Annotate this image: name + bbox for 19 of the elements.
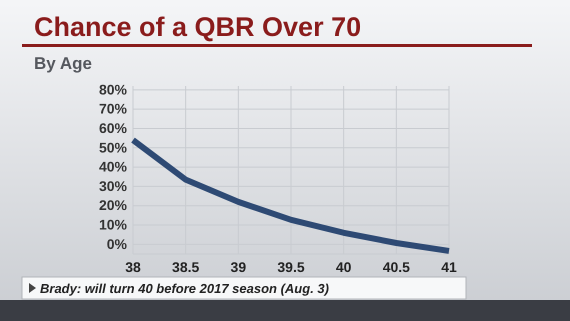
y-tick-label: 80%: [98, 81, 128, 98]
x-tick-label: 39.5: [277, 258, 305, 275]
y-tick-label: 70%: [98, 100, 128, 117]
y-tick-label: 60%: [98, 120, 128, 136]
y-tick-label: 10%: [98, 216, 128, 233]
y-tick-label: 20%: [98, 197, 128, 214]
text: Brady: will turn 40 before 2017 season (Aug. 3): [40, 281, 329, 296]
x-tick-label: 38: [125, 258, 141, 275]
y-tick-label: 30%: [98, 178, 128, 194]
x-tick-label: 38.5: [172, 258, 200, 275]
chart-title: Chance of a QBR Over 70: [34, 12, 362, 42]
x-tick-label: 40.5: [382, 258, 410, 275]
x-tick-label: 39: [230, 258, 246, 275]
y-tick-label: 50%: [98, 139, 128, 156]
x-tick-label: 40: [336, 258, 352, 275]
x-tick-label: 41: [441, 258, 457, 275]
y-tick-label: 0%: [106, 236, 128, 252]
y-tick-label: 40%: [98, 158, 128, 175]
chart-subtitle: By Age: [34, 54, 92, 73]
